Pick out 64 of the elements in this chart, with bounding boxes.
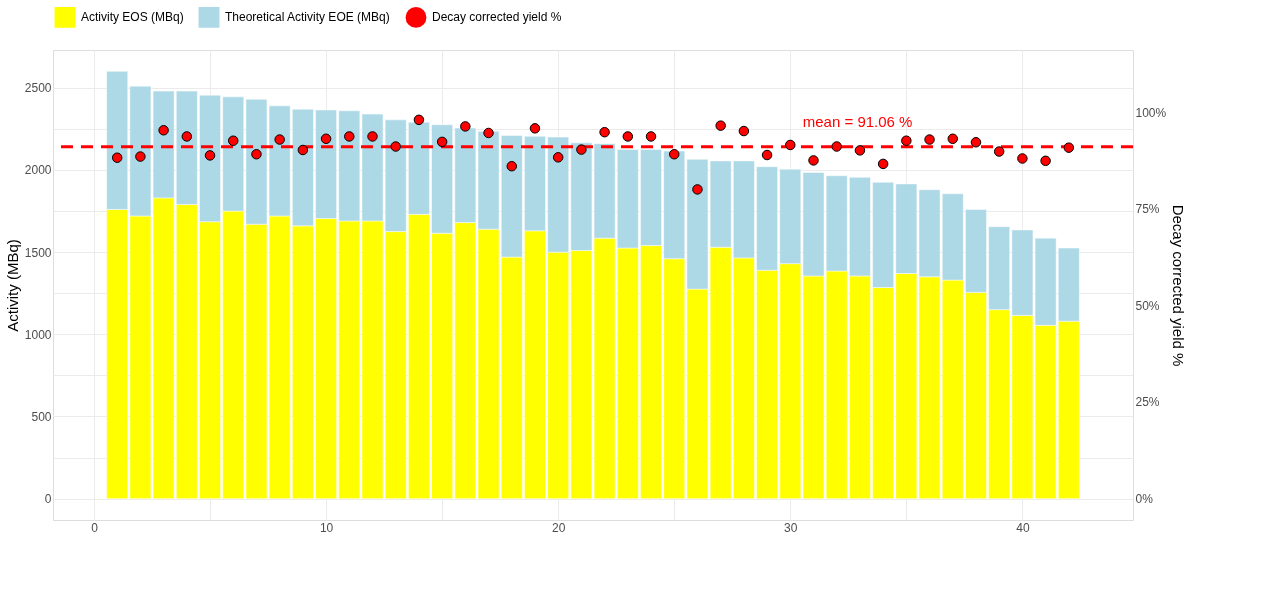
y-tick-label: 2000: [24, 163, 52, 178]
point: [204, 150, 216, 161]
point: [529, 123, 541, 134]
y-tick-label: 2500: [24, 81, 52, 96]
point: [158, 125, 169, 136]
point: [599, 126, 610, 138]
legend-label: Decay corrected yield %: [432, 10, 562, 25]
point: [274, 134, 285, 145]
point: [506, 160, 518, 172]
point: [1040, 155, 1051, 167]
y2-tick-label: 75%: [1135, 202, 1160, 217]
point: [367, 131, 378, 142]
point: [645, 131, 657, 142]
point: [413, 114, 425, 126]
y-tick-label: 1000: [24, 327, 52, 342]
point: [924, 134, 935, 145]
point: [344, 131, 355, 142]
point: [970, 137, 982, 148]
legend-label: Theoretical Activity EOE (MBq): [225, 10, 390, 25]
point: [251, 149, 262, 160]
point: [785, 139, 796, 151]
ref-line-label: mean = 91.06 %: [802, 112, 913, 130]
x-tick-label: 20: [552, 520, 566, 535]
point: [715, 120, 726, 131]
point: [901, 135, 912, 146]
point: [761, 149, 773, 161]
point: [135, 151, 146, 162]
x-tick-label: 0: [91, 520, 99, 535]
point: [460, 121, 471, 132]
y2-tick-label: 0%: [1135, 492, 1154, 507]
point: [483, 127, 494, 139]
x-tick-label: 10: [319, 520, 334, 535]
legend-label: Activity EOS (MBq): [81, 10, 184, 25]
point: [297, 144, 309, 156]
point: [436, 136, 448, 148]
point: [576, 144, 587, 155]
point: [692, 184, 703, 195]
point: [854, 145, 866, 156]
point: [552, 152, 564, 163]
point: [1063, 142, 1075, 153]
point: [622, 131, 634, 142]
point: [947, 133, 958, 145]
point: [738, 125, 750, 137]
point: [181, 131, 193, 142]
y2-tick-label: 25%: [1135, 395, 1160, 410]
point: [320, 133, 332, 145]
point: [1017, 153, 1028, 164]
point: [808, 155, 819, 166]
y2-axis-title: Decay corrected yield %: [1170, 204, 1188, 367]
x-tick-label: 30: [784, 520, 798, 535]
point: [877, 158, 889, 170]
y2-tick-label: 50%: [1135, 298, 1160, 313]
point: [228, 135, 239, 146]
y2-tick-label: 100%: [1135, 105, 1167, 120]
y-axis-title: Activity (MBq): [3, 239, 21, 332]
point: [668, 149, 680, 160]
point: [390, 141, 401, 152]
point: [831, 141, 842, 152]
y-tick-label: 1500: [24, 245, 52, 260]
x-tick-label: 40: [1016, 520, 1030, 535]
y-tick-label: 500: [31, 409, 52, 424]
y-tick-label: 0: [44, 492, 52, 507]
point: [111, 152, 123, 163]
point: [993, 146, 1005, 157]
